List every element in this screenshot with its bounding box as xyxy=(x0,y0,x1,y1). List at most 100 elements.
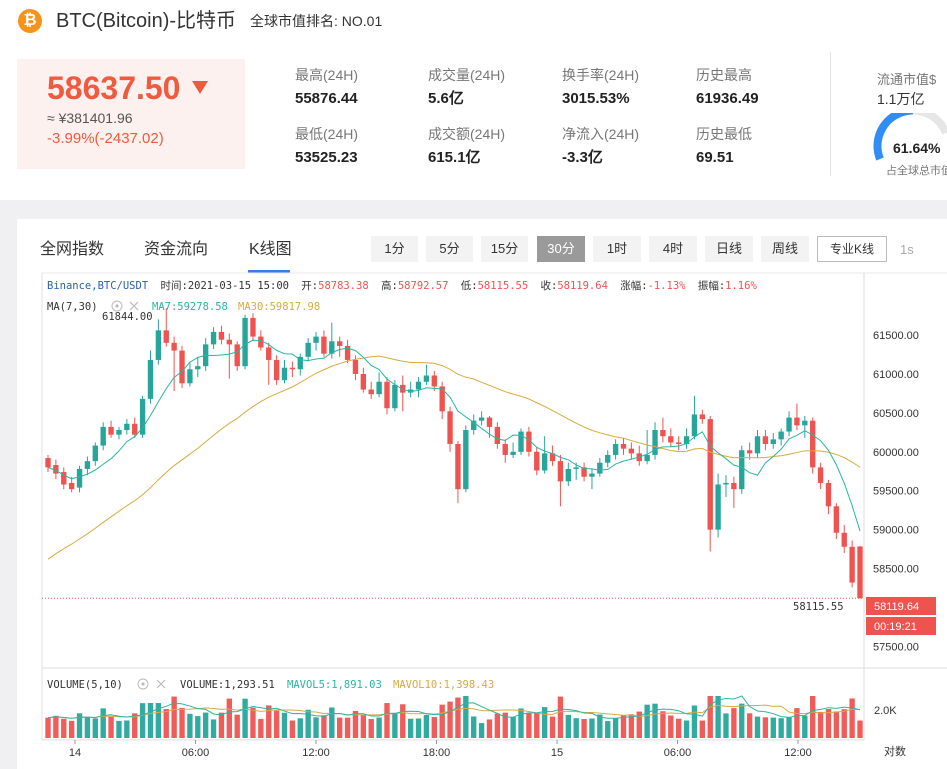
timeframe-1m[interactable]: 1分 xyxy=(371,236,418,262)
candle-body[interactable] xyxy=(321,336,327,354)
candle-body[interactable] xyxy=(597,462,603,474)
candle-body[interactable] xyxy=(116,430,122,435)
candle-body[interactable] xyxy=(92,445,98,462)
candle-body[interactable] xyxy=(731,482,737,490)
volume-close-icon[interactable] xyxy=(156,679,166,689)
candle-body[interactable] xyxy=(786,417,792,432)
candle-body[interactable] xyxy=(833,506,840,533)
candle-body[interactable] xyxy=(794,417,800,426)
candle-body[interactable] xyxy=(242,317,248,367)
candle-body[interactable] xyxy=(778,431,784,440)
candle-body[interactable] xyxy=(132,423,138,435)
candle-body[interactable] xyxy=(447,411,453,445)
ma-settings-icon[interactable] xyxy=(111,300,123,312)
candle-body[interactable] xyxy=(423,375,430,382)
candle-body[interactable] xyxy=(289,367,296,370)
candle-body[interactable] xyxy=(825,482,832,507)
candle-body[interactable] xyxy=(770,439,776,445)
candle-body[interactable] xyxy=(660,430,666,437)
candle-body[interactable] xyxy=(329,341,335,354)
timeframe-15m[interactable]: 15分 xyxy=(481,236,528,262)
candle-body[interactable] xyxy=(234,344,240,367)
candle-body[interactable] xyxy=(61,472,67,485)
candle-body[interactable] xyxy=(273,359,280,381)
candle-body[interactable] xyxy=(266,347,272,360)
candle-body[interactable] xyxy=(644,454,650,462)
candle-body[interactable] xyxy=(739,450,745,490)
candle-body[interactable] xyxy=(486,417,493,427)
candle-body[interactable] xyxy=(124,423,130,431)
candle-body[interactable] xyxy=(723,482,729,485)
candle-body[interactable] xyxy=(281,367,288,381)
candle-body[interactable] xyxy=(163,330,169,343)
candle-body[interactable] xyxy=(250,317,256,337)
candle-body[interactable] xyxy=(557,461,564,482)
candle-body[interactable] xyxy=(817,467,824,483)
candle-body[interactable] xyxy=(171,342,177,351)
candle-body[interactable] xyxy=(668,436,674,443)
candle-body[interactable] xyxy=(100,426,106,446)
candle-body[interactable] xyxy=(139,398,146,435)
candle-body[interactable] xyxy=(762,436,769,445)
candle-body[interactable] xyxy=(526,431,532,452)
candle-body[interactable] xyxy=(707,419,713,530)
candle-body[interactable] xyxy=(431,375,437,387)
candle-body[interactable] xyxy=(337,341,343,346)
candle-body[interactable] xyxy=(628,448,635,454)
candle-body[interactable] xyxy=(313,336,319,343)
candle-body[interactable] xyxy=(226,339,233,345)
timeframe-30m[interactable]: 30分 xyxy=(537,236,585,262)
timeframe-1w[interactable]: 周线 xyxy=(761,236,809,262)
candle-body[interactable] xyxy=(187,369,193,384)
candle-body[interactable] xyxy=(746,450,753,454)
candle-body[interactable] xyxy=(305,342,311,357)
candle-body[interactable] xyxy=(179,350,185,384)
realtime-interval[interactable]: 1s xyxy=(900,242,914,257)
candle-body[interactable] xyxy=(565,468,571,482)
candle-body[interactable] xyxy=(612,444,619,455)
candle-body[interactable] xyxy=(502,444,508,455)
timeframe-1h[interactable]: 1时 xyxy=(593,236,641,262)
candle-body[interactable] xyxy=(620,444,627,449)
log-scale-toggle[interactable]: 对数 xyxy=(884,744,906,758)
candle-body[interactable] xyxy=(573,467,579,469)
volume-settings-icon[interactable] xyxy=(137,678,149,690)
candle-body[interactable] xyxy=(84,461,91,469)
candle-body[interactable] xyxy=(652,430,658,455)
candle-body[interactable] xyxy=(384,381,390,409)
candle-body[interactable] xyxy=(541,453,548,471)
candle-body[interactable] xyxy=(471,420,477,431)
candle-body[interactable] xyxy=(53,465,59,474)
candle-body[interactable] xyxy=(344,345,351,360)
candle-body[interactable] xyxy=(849,546,855,583)
tab-fund-flow[interactable]: 资金流向 xyxy=(144,241,209,258)
candle-body[interactable] xyxy=(549,453,556,462)
timeframe-4h[interactable]: 4时 xyxy=(649,236,697,262)
candle-body[interactable] xyxy=(415,381,422,390)
candle-body[interactable] xyxy=(675,442,682,445)
candle-body[interactable] xyxy=(581,467,587,477)
candle-body[interactable] xyxy=(210,331,217,345)
candle-body[interactable] xyxy=(518,431,524,452)
candle-body[interactable] xyxy=(478,417,485,421)
candle-body[interactable] xyxy=(352,359,359,374)
candle-body[interactable] xyxy=(699,414,706,420)
candle-body[interactable] xyxy=(683,436,690,445)
candle-body[interactable] xyxy=(218,331,225,340)
candle-body[interactable] xyxy=(376,381,382,395)
candle-body[interactable] xyxy=(147,359,154,399)
tab-kline[interactable]: K线图 xyxy=(249,241,292,258)
ma-close-icon[interactable] xyxy=(129,301,139,311)
candle-body[interactable] xyxy=(534,451,540,471)
timeframe-5m[interactable]: 5分 xyxy=(426,236,473,262)
candle-body[interactable] xyxy=(857,546,863,599)
candle-body[interactable] xyxy=(76,468,83,488)
candle-body[interactable] xyxy=(155,330,162,360)
candle-body[interactable] xyxy=(455,444,461,490)
candle-body[interactable] xyxy=(368,389,374,395)
candle-body[interactable] xyxy=(510,451,516,455)
candle-body[interactable] xyxy=(754,436,761,454)
candle-body[interactable] xyxy=(360,373,367,390)
candle-body[interactable] xyxy=(494,426,501,445)
